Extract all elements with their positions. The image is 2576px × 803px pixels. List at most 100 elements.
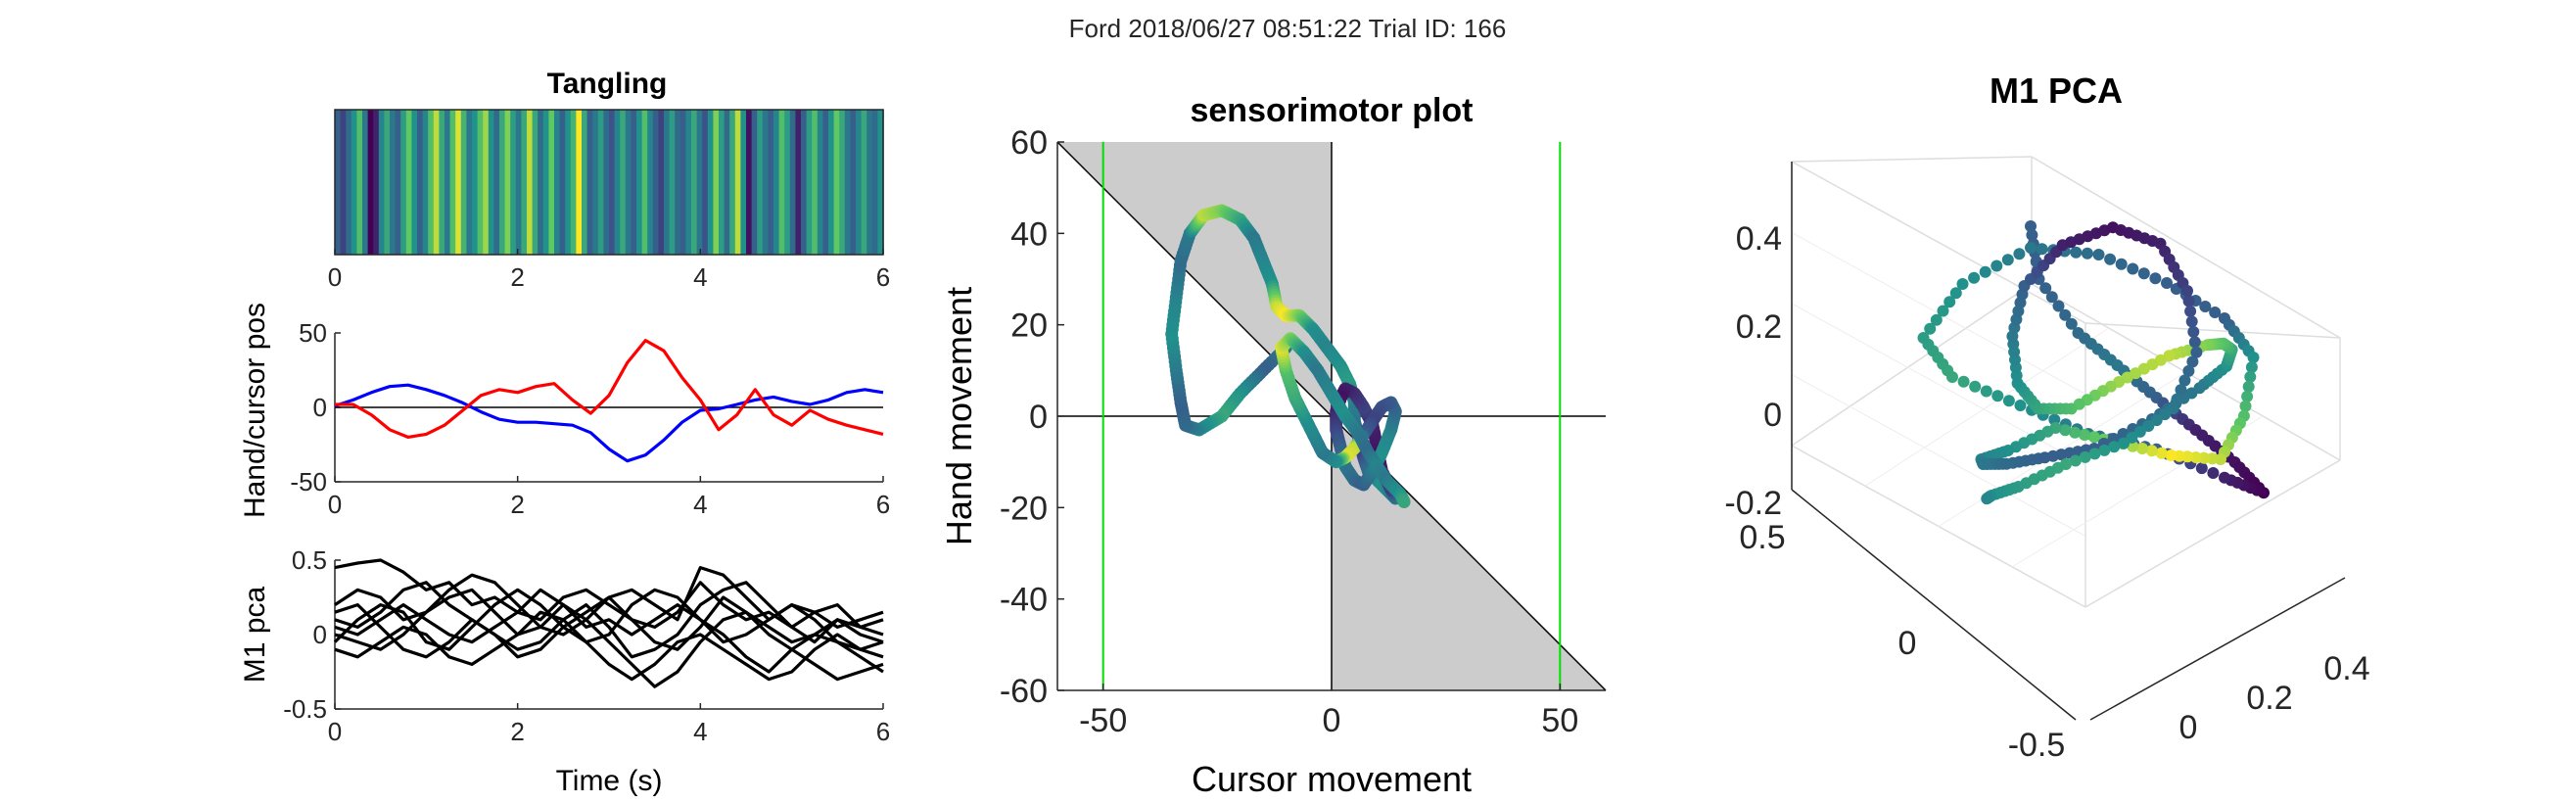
sensorimotor-xlabel: Cursor movement	[1192, 759, 1472, 799]
m1pca3d-point	[2244, 370, 2257, 383]
sensorimotor-point	[1397, 496, 1411, 508]
tangling-cell	[871, 110, 879, 255]
tangling-cell	[390, 110, 397, 255]
tangling-cell	[822, 110, 829, 255]
m1pca3d-point	[2069, 426, 2082, 439]
m1pca-xtick-label: 0	[328, 717, 342, 746]
tangling-cell	[384, 110, 391, 255]
m1pca3d-ztick-label: 0.2	[1736, 308, 1782, 346]
m1pca3d-point	[2136, 443, 2148, 454]
tangling-cell	[844, 110, 852, 255]
m1pca3d-point	[2149, 272, 2162, 285]
tangling-cell	[346, 110, 352, 255]
tangling-cell	[691, 110, 698, 255]
m1pca3d-point	[2013, 248, 2026, 260]
m1pca3d-point	[1937, 305, 1949, 317]
tangling-cell	[417, 110, 424, 255]
tangling-cell	[724, 110, 730, 255]
m1pca3d-point	[2247, 352, 2260, 363]
tangling-cell	[778, 110, 785, 255]
tangling-cell	[609, 110, 616, 255]
tangling-cell	[729, 110, 736, 255]
sensorimotor-plot: -50 0 50 60 40 20 0 -20 -40 -60	[1000, 124, 1607, 739]
tangling-cell	[801, 110, 808, 255]
m1pca3d-grid-line	[1791, 156, 2033, 163]
m1pca-ytick-label: 0	[313, 620, 327, 649]
m1pca3d-point	[2092, 249, 2105, 260]
tangling-title: Tangling	[547, 68, 668, 100]
m1pca3d-point	[2142, 420, 2155, 432]
m1pca3d-ztick-label: -0.2	[1724, 485, 1782, 522]
handcursor-ylabel: Hand/cursor pos	[239, 303, 271, 518]
m1pca3d-point	[2181, 285, 2193, 297]
m1pca3d-point	[2182, 364, 2195, 377]
tangling-cell	[576, 110, 583, 255]
m1pca3d-point	[2059, 308, 2072, 321]
m1pca3d-point	[2239, 400, 2252, 412]
m1pca-ylabel: M1 pca	[239, 587, 271, 684]
m1pca3d-point	[2079, 429, 2090, 441]
m1pca3d-point	[2025, 220, 2037, 232]
tangling-cell	[548, 110, 555, 255]
tangling-cell	[466, 110, 473, 255]
m1pca-series-line	[334, 588, 884, 674]
tangling-heatmap	[335, 110, 884, 255]
tangling-cell	[850, 110, 857, 255]
m1pca3d-grid-line	[2031, 156, 2341, 339]
m1pca3d-ztick-label: 0	[1763, 397, 1782, 434]
m1pca3d-point	[1957, 375, 1970, 388]
m1pca3d-ztick-label: 0.4	[1736, 220, 1782, 258]
tangling-cell	[405, 110, 413, 255]
tangling-cell	[719, 110, 726, 255]
tangling-x-axis: 0 2 4 6	[328, 249, 890, 292]
tangling-cell	[373, 110, 380, 255]
m1pca-ytick-label: -0.5	[283, 694, 327, 724]
m1pca3d-point	[2178, 374, 2191, 387]
tangling-cell	[521, 110, 528, 255]
m1pca3d-point	[2165, 449, 2178, 461]
m1pca3d-grid-line	[1791, 283, 2033, 447]
m1pca3d-point	[2025, 242, 2037, 254]
handcursor-xtick-label: 4	[693, 490, 707, 519]
tangling-cell	[515, 110, 523, 255]
m1pca3d-point	[1930, 313, 1943, 326]
tangling-cell	[877, 110, 884, 255]
m1pca3d-point	[1980, 385, 1992, 398]
tangling-cell	[746, 110, 753, 255]
m1pca3d-grid-line	[2011, 415, 2264, 568]
m1pca3d-point	[1991, 260, 2003, 272]
m1pca3d-point	[2052, 300, 2065, 312]
handcursor-ytick-label: 0	[313, 393, 327, 422]
m1pca-xtick-label: 4	[693, 717, 707, 746]
m1pca3d-point	[2145, 445, 2158, 457]
m1pca3d-point	[2137, 267, 2150, 280]
tangling-cell	[631, 110, 637, 255]
m1pca-xtick-label: 2	[510, 717, 524, 746]
m1pca3d-xtick-label: 0	[2179, 709, 2198, 746]
handcursor-ytick-label: 50	[299, 318, 327, 348]
tangling-cell	[340, 110, 347, 255]
tangling-cell	[565, 110, 572, 255]
figure-suptitle: Ford 2018/06/27 08:51:22 Trial ID: 166	[1069, 14, 1507, 43]
tangling-cell	[395, 110, 401, 255]
m1pca-ytick-label: 0.5	[292, 545, 327, 575]
tangling-cell	[439, 110, 445, 255]
tangling-cell	[603, 110, 610, 255]
tangling-cell	[652, 110, 660, 255]
m1pca3d-grid-line	[2084, 322, 2341, 339]
tangling-cell	[740, 110, 747, 255]
handcursor-ytick-label: -50	[290, 467, 327, 496]
m1pca3d-grid-line	[1791, 374, 2086, 537]
m1pca3d-grid-line	[1791, 161, 2086, 324]
sensorimotor-panel: sensorimotor plot -50 0 50 60 40 20 0 -20 -40 -60…	[939, 92, 1607, 799]
m1pca3d-point	[2219, 471, 2230, 484]
tangling-cell	[625, 110, 632, 255]
tangling-cell	[554, 110, 561, 255]
tangling-cell	[586, 110, 593, 255]
tangling-cell	[400, 110, 407, 255]
tangling-cell	[789, 110, 797, 255]
tangling-cell	[504, 110, 511, 255]
m1pca3d-x-axis-line	[2089, 577, 2346, 721]
tangling-cell	[636, 110, 643, 255]
